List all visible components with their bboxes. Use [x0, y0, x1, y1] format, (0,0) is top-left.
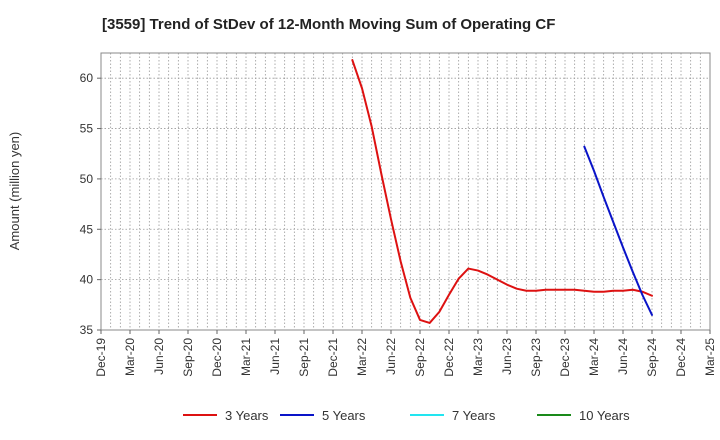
- legend-label-3-years: 3 Years: [225, 408, 269, 423]
- legend: 3 Years 5 Years 7 Years 10 Years: [183, 408, 630, 423]
- legend-label-7-years: 7 Years: [452, 408, 496, 423]
- x-tick-label: Mar-23: [471, 338, 485, 376]
- x-tick-label: Sep-23: [529, 338, 543, 377]
- series-line-3-years: [351, 59, 653, 324]
- x-tick-label: Dec-24: [674, 338, 688, 377]
- y-tick-label: 35: [80, 323, 94, 337]
- x-tick-label: Dec-22: [442, 338, 456, 377]
- x-tick-label: Jun-22: [384, 338, 398, 375]
- y-tick-labels: 35 40 45 50 55 60: [80, 71, 101, 337]
- x-tick-label: Sep-21: [297, 338, 311, 377]
- x-tick-label: Jun-23: [500, 338, 514, 375]
- grid-lines: [101, 53, 710, 331]
- x-tick-label: Sep-24: [645, 338, 659, 377]
- x-tick-label: Dec-20: [210, 338, 224, 377]
- x-tick-label: Sep-22: [413, 338, 427, 377]
- x-tick-label: Mar-21: [239, 338, 253, 376]
- x-tick-label: Mar-20: [123, 338, 137, 376]
- x-tick-label: Dec-19: [94, 338, 108, 377]
- y-tick-label: 60: [80, 71, 94, 85]
- y-tick-label: 55: [80, 122, 94, 136]
- x-tick-label: Jun-24: [616, 338, 630, 375]
- x-tick-label: Mar-22: [355, 338, 369, 376]
- x-tick-label: Dec-21: [326, 338, 340, 377]
- y-tick-label: 50: [80, 172, 94, 186]
- x-tick-label: Sep-20: [181, 338, 195, 377]
- chart-title: [3559] Trend of StDev of 12-Month Moving…: [102, 16, 555, 33]
- plot-area: [100, 52, 711, 331]
- x-tick-label: Mar-25: [703, 338, 717, 376]
- y-tick-label: 45: [80, 222, 94, 236]
- series-lines: [351, 59, 653, 324]
- y-tick-label: 40: [80, 273, 94, 287]
- x-tick-label: Jun-20: [152, 338, 166, 375]
- x-tick-label: Dec-23: [558, 338, 572, 377]
- y-axis-label: Amount (million yen): [7, 132, 22, 251]
- legend-label-10-years: 10 Years: [579, 408, 630, 423]
- x-tick-labels: Dec-19 Mar-20 Jun-20 Sep-20 Dec-20 Mar-21 Jun-…: [94, 330, 717, 377]
- legend-label-5-years: 5 Years: [322, 408, 366, 423]
- series-line-5-years: [583, 145, 653, 316]
- x-tick-label: Jun-21: [268, 338, 282, 375]
- x-tick-label: Mar-24: [587, 338, 601, 376]
